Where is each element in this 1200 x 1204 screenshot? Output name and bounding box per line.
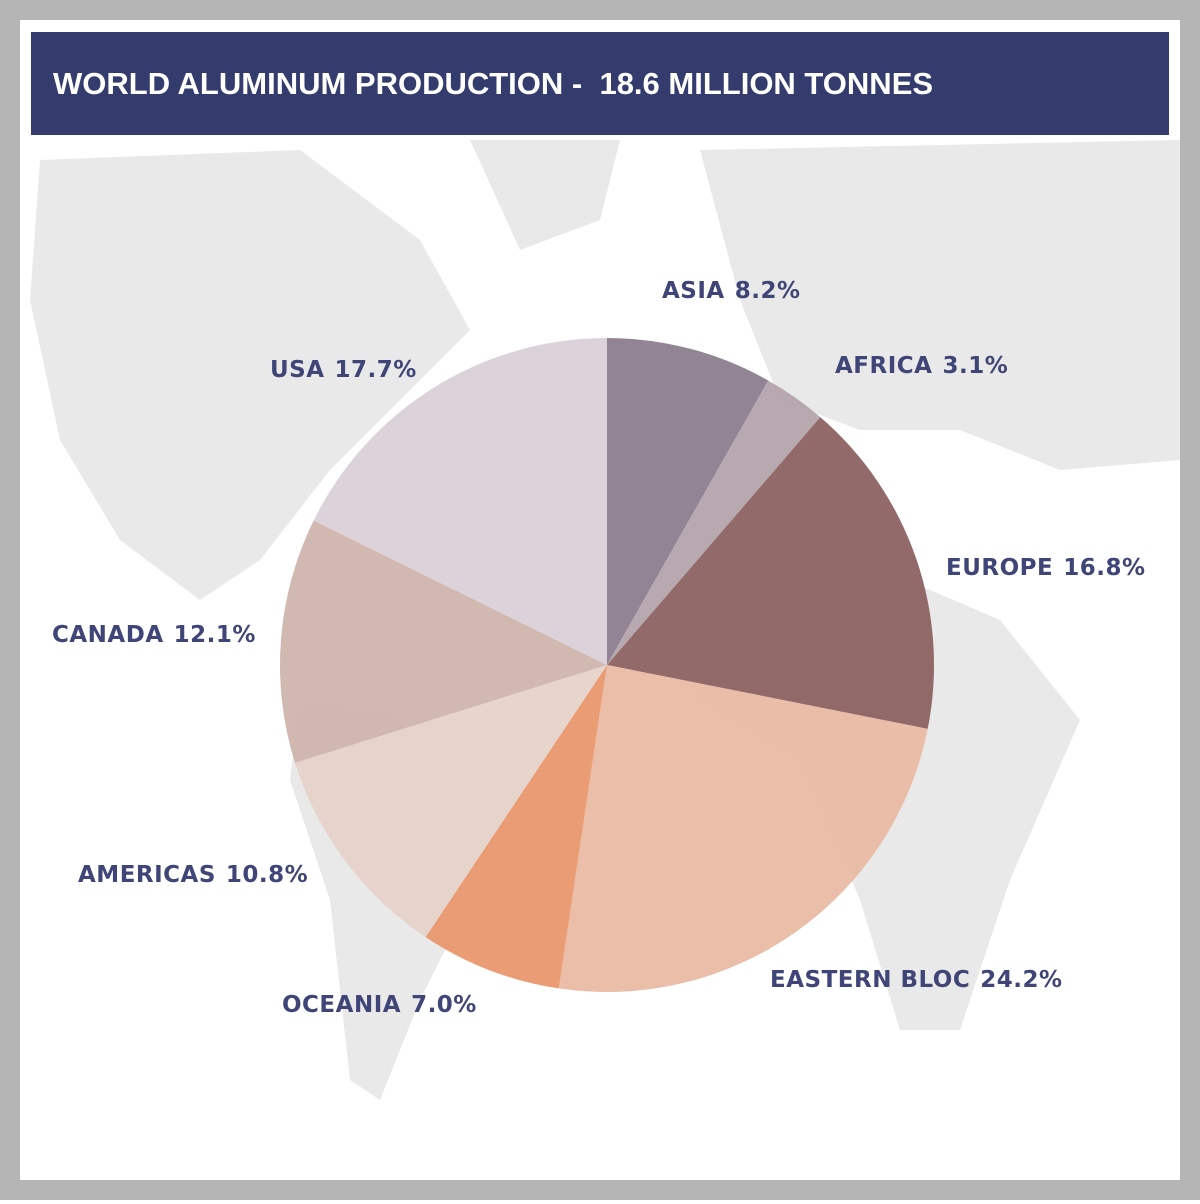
pie-slice	[607, 338, 769, 665]
map-north-america	[30, 150, 470, 600]
title-bar	[31, 32, 1169, 135]
category-label: AMERICAS	[78, 862, 216, 888]
slice-label: USA 17.7%	[270, 357, 417, 383]
pie-slice	[607, 417, 934, 729]
category-label: USA	[270, 357, 325, 383]
value-label: 17.7%	[335, 357, 417, 383]
slice-label: OCEANIA 7.0%	[282, 992, 477, 1018]
slice-label: CANADA 12.1%	[52, 622, 256, 648]
value-label: 8.2%	[735, 278, 801, 304]
slice-label: AMERICAS 10.8%	[78, 862, 308, 888]
map-eurasia	[700, 140, 1180, 470]
value-label: 16.8%	[1063, 555, 1145, 581]
labels: ASIA 8.2% AFRICA 3.1% EUROPE 16.8% EASTERN BLO…	[52, 278, 1146, 1018]
pie-slice	[425, 665, 607, 989]
pie-slice	[558, 665, 928, 992]
value-label: 10.8%	[226, 862, 308, 888]
category-label: AFRICA	[835, 353, 932, 379]
category-label: OCEANIA	[282, 992, 401, 1018]
pie-slice	[607, 380, 821, 665]
slice-label: AFRICA 3.1%	[835, 353, 1008, 379]
slice-label: EASTERN BLOC 24.2%	[770, 967, 1063, 993]
pie-slice	[294, 665, 607, 938]
category-label: ASIA	[662, 278, 725, 304]
category-label: EASTERN BLOC	[770, 967, 970, 993]
pie	[280, 338, 934, 992]
pie-slice	[280, 520, 607, 763]
value-label: 24.2%	[980, 967, 1062, 993]
chart-title: WORLD ALUMINUM PRODUCTION - 18.6 MILLION…	[53, 66, 933, 101]
slice-label: ASIA 8.2%	[662, 278, 801, 304]
slice-label: EUROPE 16.8%	[946, 555, 1146, 581]
value-label: 3.1%	[942, 353, 1008, 379]
value-label: 12.1%	[174, 622, 256, 648]
category-label: EUROPE	[946, 555, 1053, 581]
value-label: 7.0%	[411, 992, 477, 1018]
category-label: CANADA	[52, 622, 164, 648]
map-greenland	[470, 140, 620, 250]
pie-slice	[313, 338, 607, 665]
